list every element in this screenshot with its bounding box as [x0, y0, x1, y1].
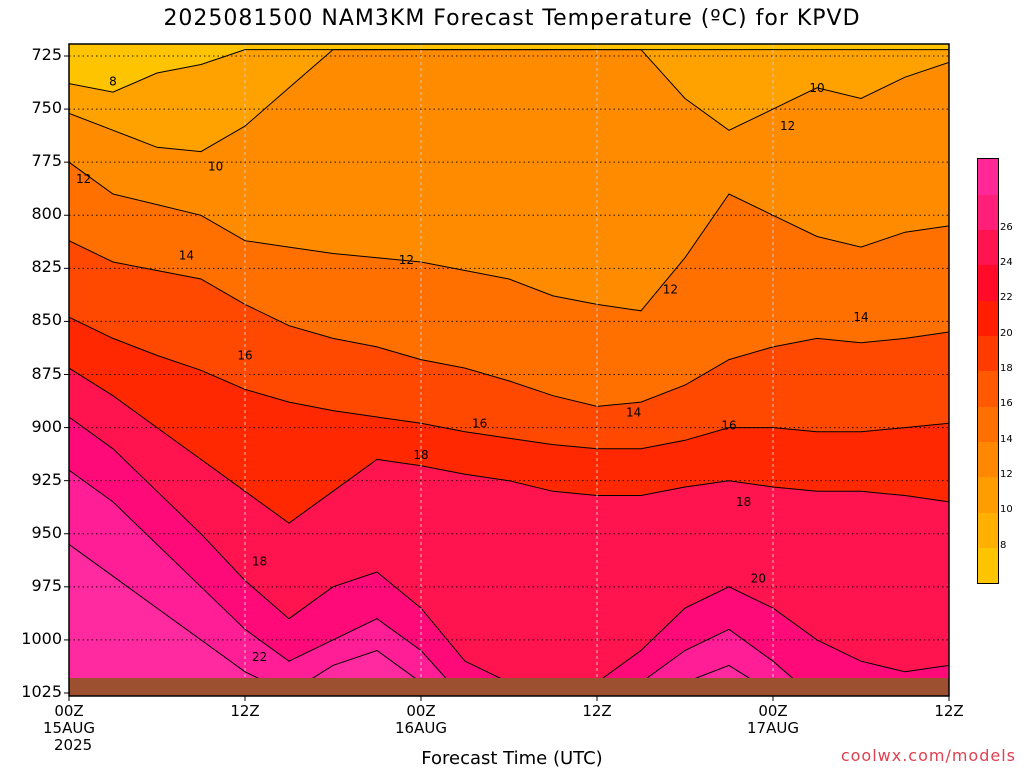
colorbar-segment — [978, 512, 998, 549]
ground-surface — [69, 678, 949, 696]
y-tick-label: 825 — [31, 257, 62, 277]
temp-band — [69, 470, 814, 696]
x-tick-line: 16AUG — [395, 719, 447, 737]
colorbar-label: 10 — [1000, 504, 1013, 516]
contour-label: 12 — [399, 253, 414, 267]
contour-label: 10 — [208, 159, 223, 173]
temp-band — [69, 368, 949, 683]
colorbar-segment — [978, 300, 998, 337]
contour-labels: 8 10 12 14 12 16 14 16 18 16 18 18 22 20 10 12 12 14 — [76, 74, 869, 663]
x-tick-line: 15AUG — [43, 719, 95, 737]
temp-band — [69, 49, 949, 311]
colorbar-label: 20 — [1000, 327, 1013, 339]
contour-label: 18 — [252, 554, 267, 568]
contour-label: 18 — [413, 448, 428, 462]
contour-label: 12 — [663, 283, 678, 297]
x-tick-label: 12Z — [904, 703, 994, 720]
ground-fill — [69, 678, 949, 696]
x-tick-line: 12Z — [582, 702, 612, 720]
contour-label: 10 — [809, 81, 824, 95]
y-tick-label: 925 — [31, 469, 62, 489]
temperature-fills — [69, 44, 949, 696]
y-tick-label: 800 — [31, 204, 62, 224]
colorbar-label: 22 — [1000, 292, 1013, 304]
contour-label: 14 — [626, 406, 641, 420]
chart-title: 2025081500 NAM3KM Forecast Temperature (… — [163, 6, 861, 31]
contour-label: 18 — [736, 495, 751, 509]
x-tick-line: 00Z — [54, 702, 84, 720]
footer-link[interactable]: coolwx.com/models — [840, 746, 1016, 765]
axis-ticks — [64, 55, 950, 701]
contour-label: 12 — [76, 172, 91, 186]
contour-line — [69, 367, 949, 524]
temp-band — [69, 317, 949, 524]
x-tick-line: 12Z — [230, 702, 260, 720]
y-tick-label: 900 — [31, 416, 62, 436]
colorbar-segment — [978, 265, 998, 301]
colorbar-label: 14 — [1000, 433, 1013, 445]
y-tick-label: 950 — [31, 522, 62, 542]
colorbar-segment — [978, 547, 998, 584]
colorbar-label: 18 — [1000, 363, 1013, 374]
temp-band — [69, 49, 949, 152]
colorbar-segment — [978, 194, 998, 231]
contour-line — [69, 543, 798, 696]
contour-label: 14 — [179, 249, 194, 263]
contour-label: 8 — [109, 74, 117, 88]
temp-band — [69, 44, 949, 93]
x-tick-line: 00Z — [406, 702, 436, 720]
x-tick-label: 12Z — [200, 703, 290, 720]
x-axis-label: Forecast Time (UTC) — [421, 748, 603, 769]
colorbar-segment — [978, 371, 998, 407]
colorbar-label: 26 — [1000, 221, 1013, 233]
colorbar-label: 8 — [1000, 539, 1007, 551]
temp-band — [69, 240, 949, 449]
colorbar-segment — [978, 159, 998, 195]
contour-label: 12 — [780, 119, 795, 133]
x-tick-line: 12Z — [934, 702, 964, 720]
colorbar-segment — [978, 441, 998, 478]
contour-label: 14 — [853, 310, 868, 324]
x-tick-line: 17AUG — [747, 719, 799, 737]
y-tick-label: 750 — [31, 98, 62, 118]
x-tick-label: 00Z 17AUG — [728, 703, 818, 737]
contour-line — [69, 316, 949, 450]
colorbar-label: 24 — [1000, 257, 1013, 268]
colorbar-segment — [978, 229, 998, 266]
colorbar-label: 16 — [1000, 398, 1013, 410]
contour-label: 16 — [721, 418, 736, 432]
contour-label: 20 — [751, 571, 766, 585]
colorbar-segment — [978, 406, 998, 443]
temp-band — [69, 162, 949, 407]
y-tick-label: 1025 — [21, 682, 62, 701]
x-tick-line: 00Z — [758, 702, 788, 720]
y-tick-label: 975 — [31, 575, 62, 595]
colorbar-label: 12 — [1000, 469, 1013, 480]
plot-frame — [68, 43, 950, 697]
x-tick-label: 00Z 16AUG — [376, 703, 466, 737]
colorbar — [977, 158, 999, 584]
contour-label: 16 — [237, 348, 252, 362]
contour-line — [69, 240, 949, 407]
contour-label: 16 — [472, 416, 487, 430]
contour-label: 22 — [252, 650, 267, 664]
y-tick-label: 775 — [31, 151, 62, 171]
colorbar-segment — [978, 477, 998, 513]
colorbar-segment — [978, 335, 998, 372]
x-tick-label: 00Z 15AUG 2025 — [24, 703, 114, 754]
x-tick-label: 12Z — [552, 703, 642, 720]
y-tick-label: 1000 — [21, 628, 62, 648]
y-tick-label: 725 — [31, 45, 62, 64]
temp-band — [69, 417, 949, 696]
x-tick-line: 2025 — [54, 736, 93, 754]
contour-line — [69, 161, 949, 312]
contour-line — [69, 49, 949, 153]
y-tick-label: 850 — [31, 310, 62, 330]
y-tick-label: 875 — [31, 363, 62, 383]
